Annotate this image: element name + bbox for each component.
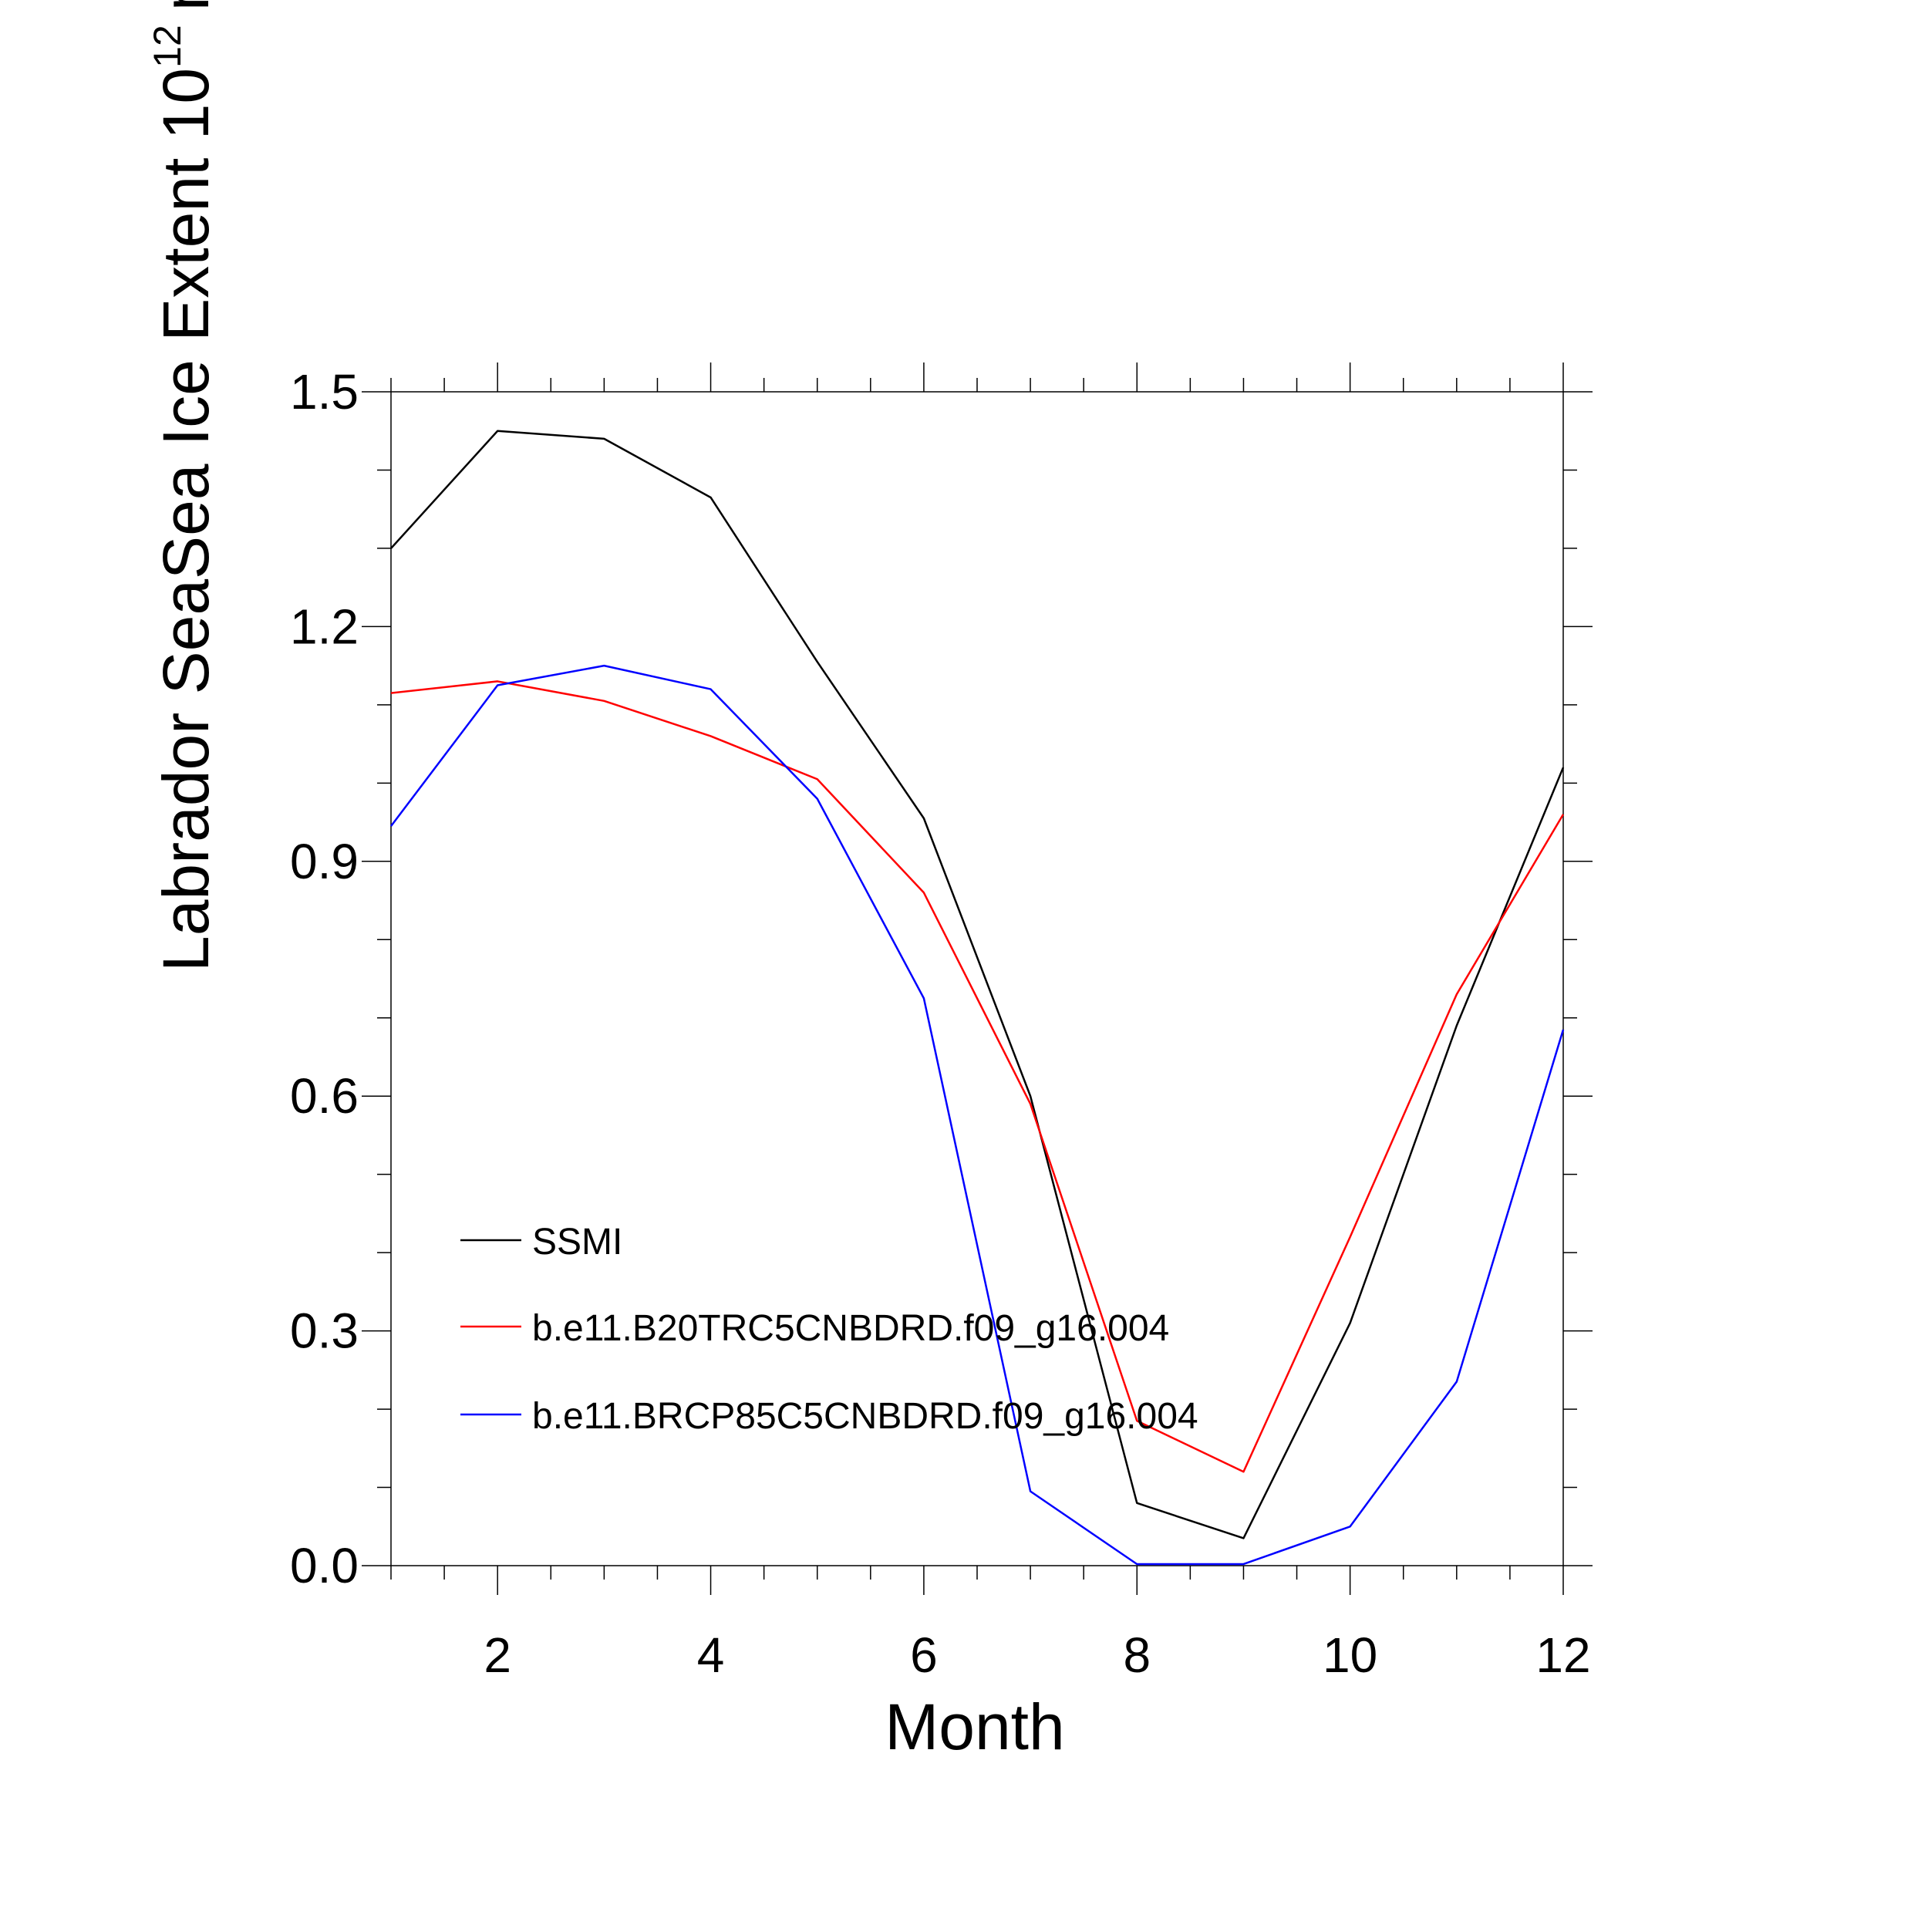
y-tick-label: 0.0 <box>290 1538 359 1593</box>
x-tick-label: 8 <box>1123 1627 1151 1683</box>
y-axis-title: Labrador SeaSea Ice Extent 1012m2 <box>146 0 222 972</box>
series-line-2 <box>390 664 1565 1566</box>
y-tick-label: 1.2 <box>290 598 359 654</box>
y-axis-title-unit: m <box>150 0 222 11</box>
y-tick-label: 0.6 <box>290 1068 359 1124</box>
x-tick-label: 6 <box>910 1627 938 1683</box>
axes <box>362 362 1593 1595</box>
x-tick-label: 12 <box>1535 1627 1590 1683</box>
x-axis-title: Month <box>885 1691 1064 1763</box>
y-axis-title-exponent: 12 <box>146 25 189 68</box>
tick-labels: 2 4 6 8 10 12 0.0 0.3 0.6 0.9 1.2 1.5 <box>290 364 1591 1683</box>
legend-label-b20trc: b.e11.B20TRC5CNBDRD.f09_g16.004 <box>532 1308 1169 1349</box>
x-tick-label: 10 <box>1323 1627 1377 1683</box>
y-tick-label: 1.5 <box>290 364 359 420</box>
x-tick-label: 2 <box>484 1627 511 1683</box>
y-tick-label: 0.9 <box>290 834 359 889</box>
legend-label-brcp85: b.e11.BRCP85C5CNBDRD.f09_g16.004 <box>532 1396 1198 1437</box>
series-line-1 <box>390 680 1565 1473</box>
legend: SSMI b.e11.B20TRC5CNBDRD.f09_g16.004 b.e… <box>460 1222 1198 1437</box>
y-axis-title-main: Labrador SeaSea Ice Extent 10 <box>150 68 222 972</box>
legend-label-ssmi: SSMI <box>532 1222 622 1263</box>
x-tick-label: 4 <box>697 1627 725 1683</box>
y-tick-label: 0.3 <box>290 1303 359 1359</box>
series-line-0 <box>390 430 1565 1539</box>
series-lines <box>390 430 1565 1566</box>
